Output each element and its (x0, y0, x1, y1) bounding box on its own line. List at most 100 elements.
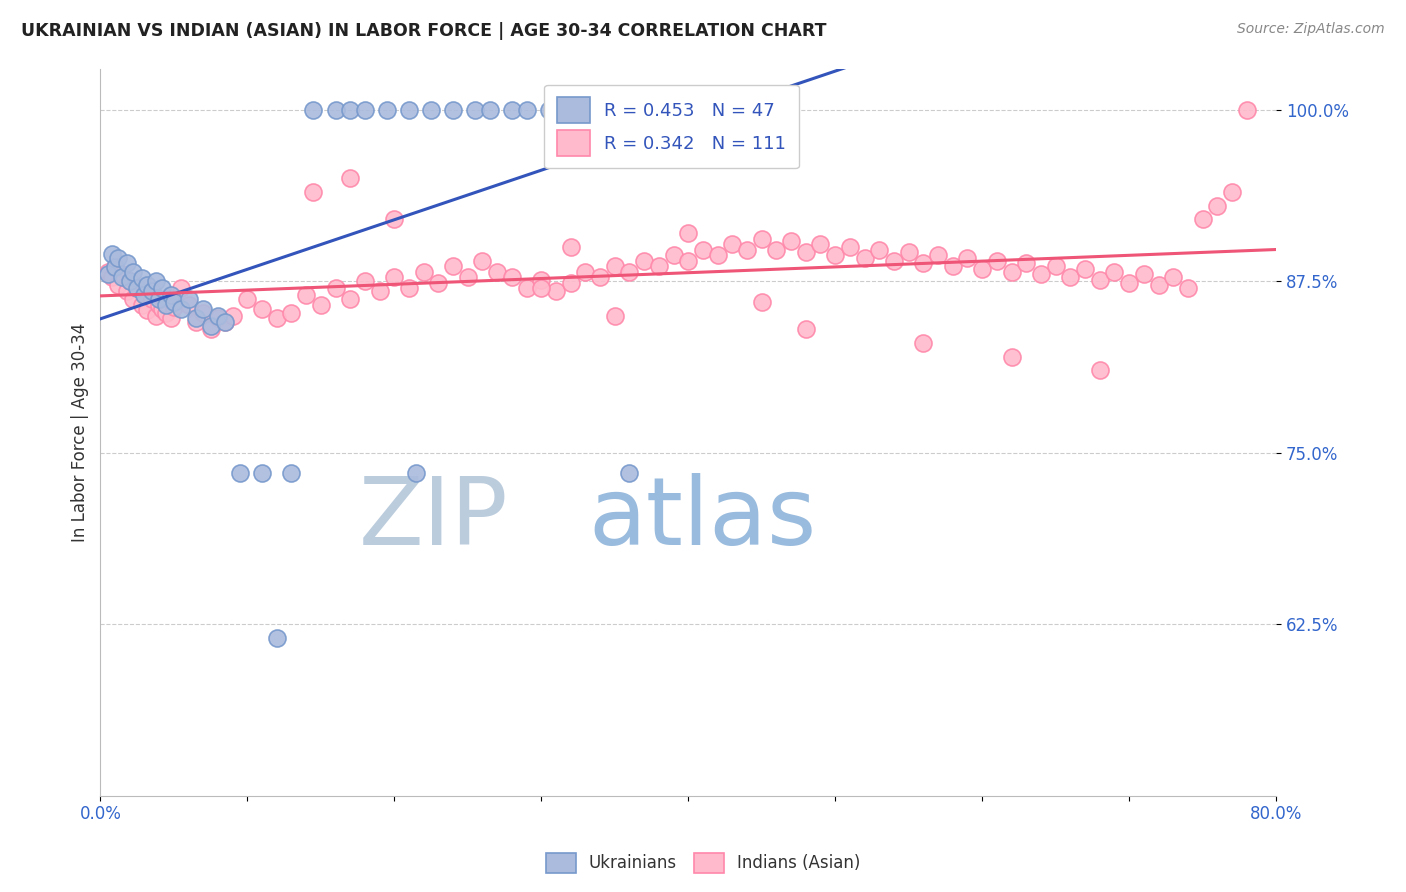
Point (325, 281, 347, 295)
Point (398, 281, 420, 295)
Point (560, 240, 582, 254)
Point (868, 243, 890, 257)
Point (706, 248, 728, 262)
Point (883, 253, 905, 268)
Point (1045, 259, 1067, 273)
Point (134, 288, 156, 302)
Point (155, 306, 177, 320)
Point (170, 301, 193, 316)
Point (101, 246, 124, 260)
Point (236, 292, 259, 306)
Point (121, 292, 143, 306)
Point (200, 322, 222, 336)
Point (912, 335, 935, 350)
Point (1220, 185, 1243, 199)
Point (193, 301, 215, 316)
Point (897, 245, 920, 260)
Point (170, 281, 193, 295)
Point (163, 300, 186, 314)
Point (1206, 199, 1229, 213)
Point (972, 261, 994, 276)
Point (560, 103, 582, 117)
Point (1000, 350, 1022, 364)
Point (942, 259, 965, 273)
Point (302, 103, 325, 117)
Legend: Ukrainians, Indians (Asian): Ukrainians, Indians (Asian) (538, 847, 868, 880)
Point (136, 303, 159, 318)
Point (200, 319, 222, 334)
Point (516, 281, 538, 295)
Point (118, 274, 141, 288)
Point (530, 273, 553, 287)
Point (131, 297, 153, 311)
Point (780, 235, 803, 249)
Point (1029, 268, 1052, 282)
Point (354, 274, 377, 288)
Point (516, 103, 538, 117)
Point (398, 103, 420, 117)
Point (111, 270, 134, 285)
Legend: R = 0.453   N = 47, R = 0.342   N = 111: R = 0.453 N = 47, R = 0.342 N = 111 (544, 85, 799, 169)
Point (382, 270, 405, 285)
Point (603, 259, 626, 273)
Point (184, 315, 207, 329)
Point (794, 322, 817, 336)
Point (501, 103, 523, 117)
Point (692, 243, 714, 257)
Point (184, 311, 207, 326)
Point (619, 467, 641, 481)
Point (145, 274, 167, 288)
Point (574, 264, 596, 278)
Point (633, 253, 655, 268)
Point (810, 237, 832, 252)
Point (441, 259, 464, 273)
Point (751, 294, 773, 309)
Point (375, 103, 398, 117)
Point (956, 251, 979, 265)
Point (1161, 270, 1184, 285)
Point (853, 251, 876, 265)
Point (457, 270, 479, 285)
Point (478, 103, 501, 117)
Point (560, 276, 582, 290)
Point (141, 292, 163, 306)
Point (464, 103, 486, 117)
Point (266, 311, 288, 326)
Point (368, 284, 391, 298)
Point (127, 281, 149, 295)
Point (582, 103, 605, 117)
Point (412, 264, 434, 278)
Point (676, 226, 699, 240)
Point (354, 103, 377, 117)
Point (118, 274, 141, 288)
Point (648, 259, 671, 273)
Point (501, 270, 523, 285)
Point (177, 292, 200, 306)
Point (155, 297, 177, 311)
Point (1015, 256, 1038, 270)
Point (97, 268, 120, 282)
Point (250, 467, 273, 481)
Point (266, 631, 288, 645)
Point (177, 297, 200, 311)
Point (1191, 212, 1213, 227)
Point (121, 264, 143, 278)
Point (302, 185, 325, 199)
Point (1118, 276, 1140, 290)
Point (295, 288, 318, 302)
Point (145, 309, 167, 323)
Text: Source: ZipAtlas.com: Source: ZipAtlas.com (1237, 22, 1385, 37)
Point (141, 284, 163, 298)
Point (107, 278, 129, 293)
Text: atlas: atlas (588, 474, 817, 566)
Point (603, 309, 626, 323)
Point (104, 260, 127, 275)
Point (441, 103, 464, 117)
Point (794, 245, 817, 260)
Point (589, 270, 612, 285)
Point (207, 309, 229, 323)
Text: UKRAINIAN VS INDIAN (ASIAN) IN LABOR FORCE | AGE 30-34 CORRELATION CHART: UKRAINIAN VS INDIAN (ASIAN) IN LABOR FOR… (21, 22, 827, 40)
Point (136, 278, 159, 293)
Point (676, 253, 699, 268)
Point (405, 467, 427, 481)
